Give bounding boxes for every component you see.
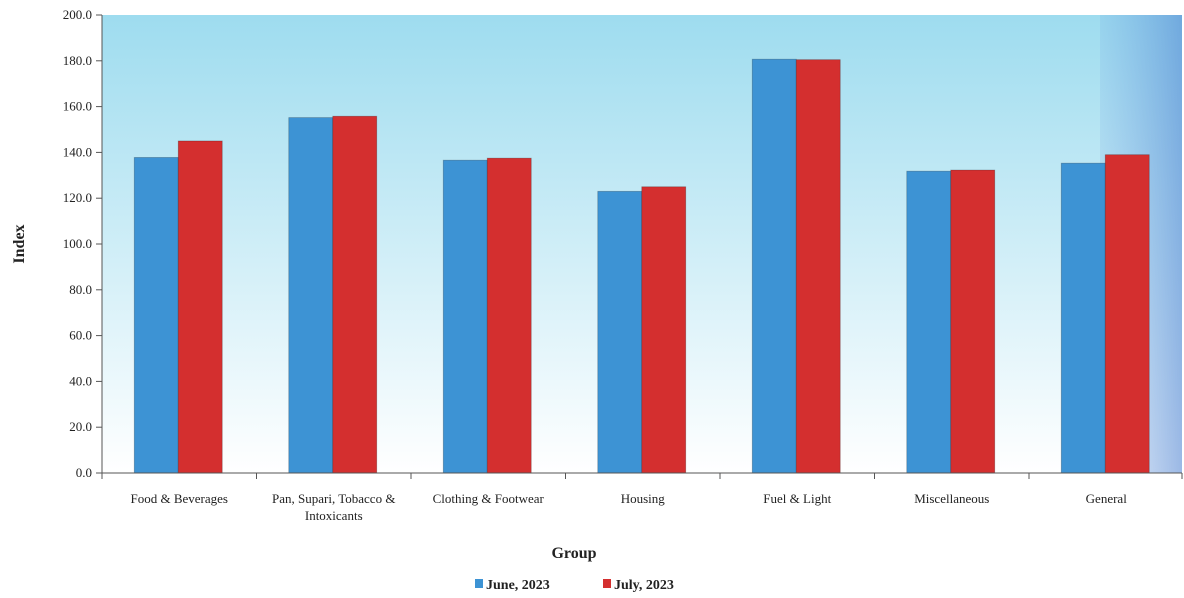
y-axis: 0.0 20.0 40.0 60.0 80.0 100.0 120.0 140.0 160.0 1…: [63, 7, 103, 480]
x-category-label: Clothing & Footwear: [433, 491, 545, 506]
legend-label: July, 2023: [614, 578, 674, 593]
legend-label: June, 2023: [486, 578, 550, 593]
bar-june: [133, 157, 179, 474]
bar-june: [751, 58, 797, 474]
y-tick-label: 0.0: [76, 465, 92, 480]
y-tick-label: 80.0: [69, 282, 92, 297]
y-tick-label: 160.0: [63, 99, 92, 114]
x-category-label: Pan, Supari, Tobacco & Intoxicants: [272, 491, 395, 523]
bar-june: [1060, 162, 1106, 474]
bar-june: [288, 117, 334, 474]
bar-july: [486, 157, 532, 474]
bar-june: [442, 159, 488, 474]
x-axis: Food & Beverages Pan, Supari, Tobacco & In…: [101, 472, 1183, 523]
bar-june: [597, 190, 643, 474]
x-category-label: Food & Beverages: [131, 491, 228, 506]
y-tick-label: 60.0: [69, 328, 92, 343]
x-category-label: Housing: [621, 491, 666, 506]
y-tick-label: 140.0: [63, 144, 92, 159]
y-tick-label: 40.0: [69, 373, 92, 388]
bar-june: [906, 170, 952, 474]
bar-july: [950, 169, 996, 474]
legend-swatch: [475, 579, 483, 588]
x-category-label: General: [1086, 491, 1128, 506]
x-category-label: Fuel & Light: [763, 491, 831, 506]
y-tick-label: 180.0: [63, 53, 92, 68]
x-axis-title: Group: [551, 545, 596, 562]
y-tick-label: 100.0: [63, 236, 92, 251]
legend: June, 2023 July, 2023: [475, 578, 674, 593]
legend-swatch: [603, 579, 611, 588]
bar-july: [332, 115, 378, 474]
bar-july: [641, 186, 687, 474]
bar-july: [1104, 154, 1150, 474]
y-tick-label: 20.0: [69, 419, 92, 434]
bar-july: [795, 59, 841, 474]
bar-july: [177, 140, 223, 474]
y-tick-label: 120.0: [63, 190, 92, 205]
x-category-label: Miscellaneous: [914, 491, 989, 506]
bars: [133, 58, 1150, 474]
y-tick-label: 200.0: [63, 7, 92, 22]
y-axis-title: Index: [11, 224, 28, 263]
